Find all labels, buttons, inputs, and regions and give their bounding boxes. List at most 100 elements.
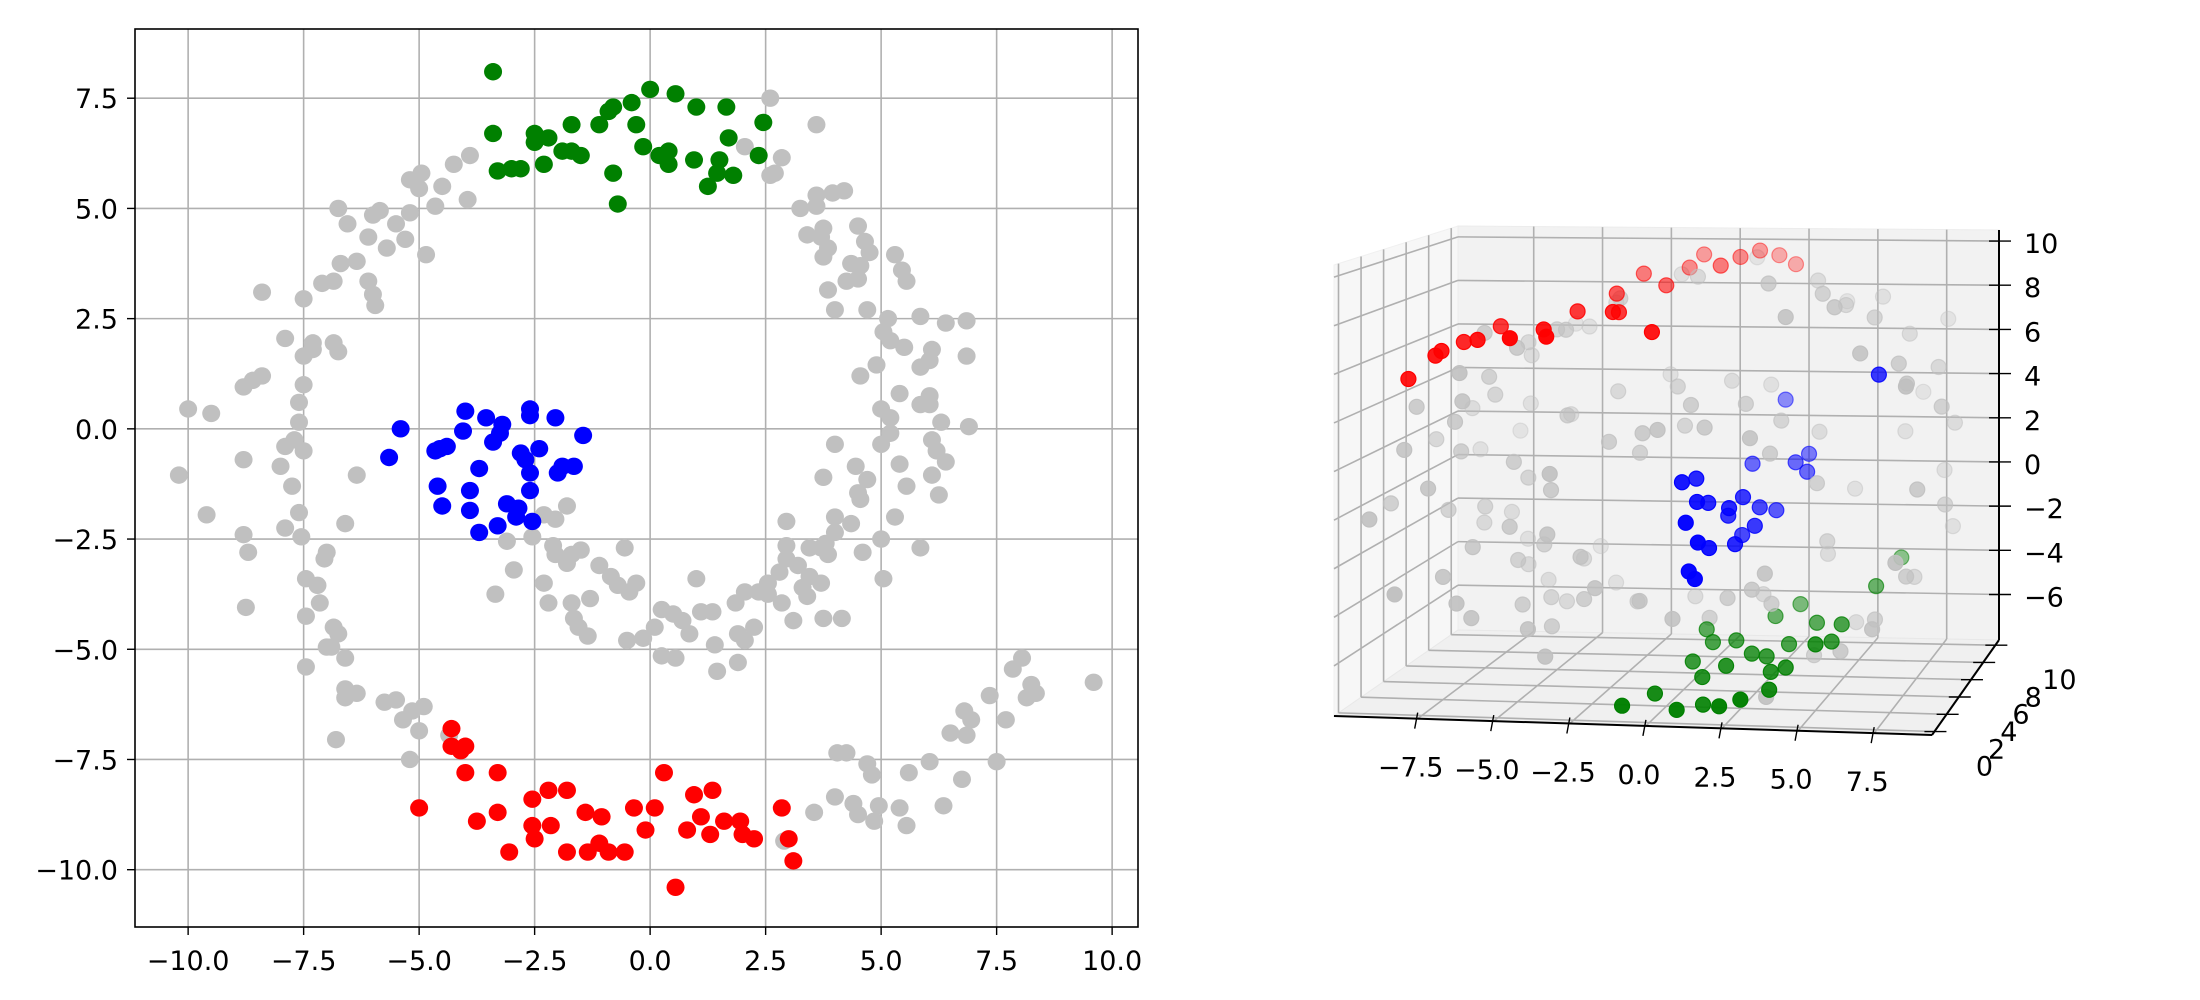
data-point bbox=[460, 481, 479, 500]
data-point bbox=[534, 155, 553, 174]
data-point bbox=[620, 583, 639, 601]
data-point bbox=[770, 563, 789, 581]
data-point bbox=[1758, 648, 1775, 665]
data-point bbox=[507, 508, 526, 526]
data-point bbox=[1592, 537, 1609, 555]
data-point bbox=[1696, 419, 1713, 436]
data-point bbox=[731, 812, 750, 830]
data-point bbox=[1464, 538, 1481, 556]
data-point bbox=[1673, 474, 1691, 491]
data-point bbox=[1744, 455, 1761, 472]
data-point bbox=[1542, 481, 1560, 499]
data-point bbox=[1428, 431, 1445, 448]
data-point bbox=[338, 215, 357, 233]
data-point bbox=[488, 803, 507, 822]
z-gridline bbox=[1333, 323, 1459, 376]
data-point bbox=[1586, 580, 1604, 597]
data-point bbox=[1649, 421, 1666, 439]
data-point bbox=[862, 766, 881, 784]
x-gridline bbox=[1797, 637, 1879, 732]
data-point bbox=[1634, 425, 1651, 442]
data-point bbox=[571, 146, 590, 165]
data-point bbox=[1897, 378, 1915, 395]
data-point bbox=[980, 686, 999, 705]
y-tick-label: −7.5 bbox=[52, 745, 118, 776]
data-point bbox=[1026, 684, 1045, 703]
data-point bbox=[578, 627, 597, 645]
data-point bbox=[521, 481, 540, 500]
data-point bbox=[842, 514, 861, 533]
data-point bbox=[557, 497, 576, 515]
data-point bbox=[488, 517, 507, 535]
data-point bbox=[387, 215, 406, 233]
data-point bbox=[872, 400, 891, 418]
data-point bbox=[1777, 391, 1794, 408]
data-point bbox=[525, 830, 544, 848]
data-point bbox=[957, 726, 976, 744]
data-point bbox=[497, 532, 516, 550]
data-point bbox=[885, 508, 904, 526]
data-point bbox=[359, 272, 378, 290]
data-point bbox=[329, 625, 348, 643]
data-point bbox=[784, 852, 803, 870]
x-axis-line bbox=[1333, 715, 1933, 736]
data-point bbox=[276, 329, 295, 348]
data-point bbox=[851, 490, 870, 509]
data-point bbox=[1743, 581, 1760, 598]
data-point bbox=[936, 453, 955, 471]
z-gridline bbox=[1333, 279, 1459, 327]
data-point bbox=[837, 272, 856, 290]
data-point bbox=[703, 603, 722, 621]
data-point bbox=[705, 636, 724, 654]
y-gridline bbox=[1338, 712, 1935, 733]
data-point bbox=[1543, 618, 1561, 635]
x-tick-label: 2.5 bbox=[744, 946, 787, 977]
z-tick-label: 6 bbox=[2024, 317, 2041, 348]
x-tick-label: 5.0 bbox=[1770, 765, 1813, 796]
data-point bbox=[929, 486, 948, 504]
z-tick-label: −6 bbox=[2024, 582, 2064, 613]
data-point bbox=[996, 711, 1015, 729]
y-tick-label: 0 bbox=[1976, 752, 1993, 783]
data-point bbox=[1463, 610, 1480, 627]
z-gridline bbox=[1457, 410, 2000, 419]
data-point bbox=[456, 764, 475, 782]
data-point bbox=[179, 400, 198, 418]
data-point bbox=[779, 830, 798, 848]
data-point bbox=[724, 166, 743, 185]
data-point bbox=[1761, 681, 1778, 698]
data-point bbox=[1787, 256, 1805, 273]
data-point bbox=[490, 424, 509, 442]
data-point bbox=[659, 142, 678, 160]
data-point bbox=[456, 737, 475, 755]
data-point bbox=[952, 770, 971, 789]
data-point bbox=[1519, 530, 1537, 547]
data-point bbox=[197, 506, 216, 524]
data-point bbox=[1761, 445, 1779, 462]
x-tick bbox=[1414, 712, 1419, 729]
data-point bbox=[666, 649, 685, 667]
data-point bbox=[564, 457, 583, 476]
y-axis-line bbox=[1931, 639, 2000, 736]
data-point bbox=[1898, 568, 1915, 585]
data-point bbox=[687, 98, 706, 116]
data-point bbox=[881, 331, 900, 350]
data-point bbox=[1469, 331, 1486, 348]
data-point bbox=[618, 631, 637, 650]
data-point bbox=[414, 697, 433, 716]
data-point bbox=[1501, 330, 1518, 347]
data-point bbox=[1768, 502, 1785, 519]
data-point bbox=[851, 367, 870, 385]
data-point bbox=[701, 825, 720, 844]
x-tick bbox=[1642, 719, 1647, 737]
y-tick-label: −2.5 bbox=[52, 525, 118, 556]
data-point bbox=[324, 272, 343, 290]
data-point bbox=[1386, 586, 1403, 603]
data-point bbox=[659, 155, 678, 174]
data-point bbox=[1846, 480, 1864, 497]
data-point bbox=[488, 162, 507, 180]
data-point bbox=[673, 611, 692, 630]
data-point bbox=[581, 589, 600, 608]
data-point bbox=[1013, 649, 1032, 667]
